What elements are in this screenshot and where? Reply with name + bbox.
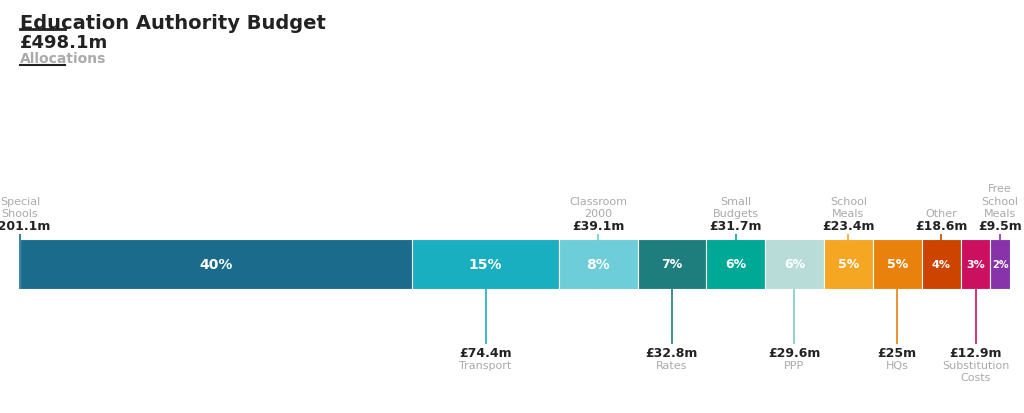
Text: HQs: HQs [886,360,908,370]
Text: £9.5m: £9.5m [978,219,1022,233]
Bar [823,240,872,289]
Text: 6%: 6% [783,258,805,271]
Text: £25m: £25m [878,346,916,359]
Text: £18.6m: £18.6m [915,219,968,233]
Text: £201.1m: £201.1m [0,219,50,233]
Bar [559,240,638,289]
Bar [707,240,765,289]
Text: £12.9m: £12.9m [949,346,1001,359]
Text: £39.1m: £39.1m [572,219,625,233]
Bar [922,240,961,289]
Bar [20,240,412,289]
Text: £31.7m: £31.7m [710,219,762,233]
Text: Other: Other [926,209,957,218]
Text: 15%: 15% [469,257,503,271]
Text: 7%: 7% [662,258,682,271]
Text: 4%: 4% [932,259,951,269]
Text: 6%: 6% [725,258,746,271]
Bar [638,240,707,289]
Bar [412,240,559,289]
Text: Free
School
Meals: Free School Meals [982,184,1019,218]
Bar [990,240,1010,289]
Text: 2%: 2% [992,259,1009,269]
Text: Education Authority Budget: Education Authority Budget [20,14,326,33]
Text: Allocations: Allocations [20,52,106,66]
Text: 3%: 3% [967,259,985,269]
Bar [961,240,990,289]
Text: £23.4m: £23.4m [822,219,874,233]
Text: Classroom
2000: Classroom 2000 [569,196,628,218]
Text: PPP: PPP [784,360,805,370]
Text: 5%: 5% [838,258,859,271]
Text: Small
Budgets: Small Budgets [713,196,759,218]
Text: School
Meals: School Meals [829,196,866,218]
Text: 40%: 40% [200,257,232,271]
Bar [872,240,922,289]
Text: Rates: Rates [656,360,687,370]
Text: 5%: 5% [887,258,908,271]
Text: £498.1m: £498.1m [20,34,109,52]
Text: Special
Shools: Special Shools [0,196,40,218]
Text: Transport: Transport [460,360,512,370]
Text: £74.4m: £74.4m [460,346,512,359]
Text: Substitution
Costs: Substitution Costs [942,360,1010,382]
Text: £29.6m: £29.6m [768,346,820,359]
Bar [765,240,823,289]
Text: £32.8m: £32.8m [646,346,698,359]
Text: 8%: 8% [587,257,610,271]
